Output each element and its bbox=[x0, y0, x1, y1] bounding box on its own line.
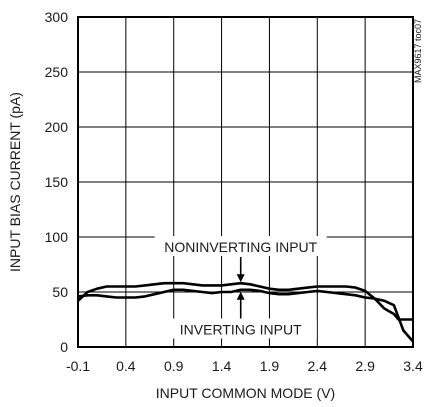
annotation-inverting: INVERTING INPUT bbox=[180, 322, 302, 338]
figure-code: MAX9617 toc07 bbox=[413, 19, 423, 83]
y-tick-label: 0 bbox=[60, 339, 68, 355]
y-tick-label: 250 bbox=[45, 64, 69, 80]
x-tick-label: 2.9 bbox=[355, 358, 375, 374]
x-tick-label: 1.9 bbox=[260, 358, 280, 374]
x-axis-label: INPUT COMMON MODE (V) bbox=[156, 385, 335, 401]
x-tick-label: 0.4 bbox=[116, 358, 136, 374]
x-tick-label: 2.4 bbox=[308, 358, 328, 374]
annotations: NONINVERTING INPUT INVERTING INPUT bbox=[154, 236, 327, 339]
x-tick-label: 3.4 bbox=[403, 358, 423, 374]
y-tick-label: 100 bbox=[45, 229, 69, 245]
arrowhead-inverting bbox=[236, 291, 245, 300]
y-tick-label: 150 bbox=[45, 174, 69, 190]
y-axis-ticks: 0 50 100 150 200 250 300 bbox=[45, 9, 69, 355]
y-tick-label: 300 bbox=[45, 9, 69, 25]
series-line-inverting bbox=[77, 288, 414, 343]
x-axis-ticks: -0.1 0.4 0.9 1.4 1.9 2.4 2.9 3.4 bbox=[66, 358, 423, 374]
y-tick-label: 50 bbox=[52, 284, 68, 300]
arrowhead-noninverting bbox=[236, 274, 245, 283]
y-tick-label: 200 bbox=[45, 119, 69, 135]
x-tick-label: 0.9 bbox=[164, 358, 184, 374]
series-lines bbox=[77, 281, 414, 343]
x-tick-label: 1.4 bbox=[212, 358, 232, 374]
y-axis-label: INPUT BIAS CURRENT (pA) bbox=[7, 92, 23, 272]
annotation-bg bbox=[164, 318, 317, 339]
annotation-bg bbox=[154, 236, 327, 256]
plot-frame bbox=[77, 16, 414, 348]
series-line-noninverting bbox=[77, 281, 413, 321]
x-tick-label: -0.1 bbox=[66, 358, 90, 374]
annotation-noninverting: NONINVERTING INPUT bbox=[164, 239, 317, 255]
